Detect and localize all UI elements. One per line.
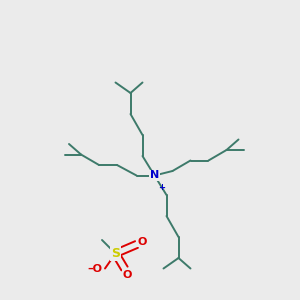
Text: O: O [123, 269, 132, 280]
Text: N: N [150, 170, 159, 181]
Text: –O: –O [87, 263, 102, 274]
Text: S: S [111, 247, 120, 260]
Text: +: + [158, 183, 166, 192]
Text: O: O [138, 236, 147, 247]
